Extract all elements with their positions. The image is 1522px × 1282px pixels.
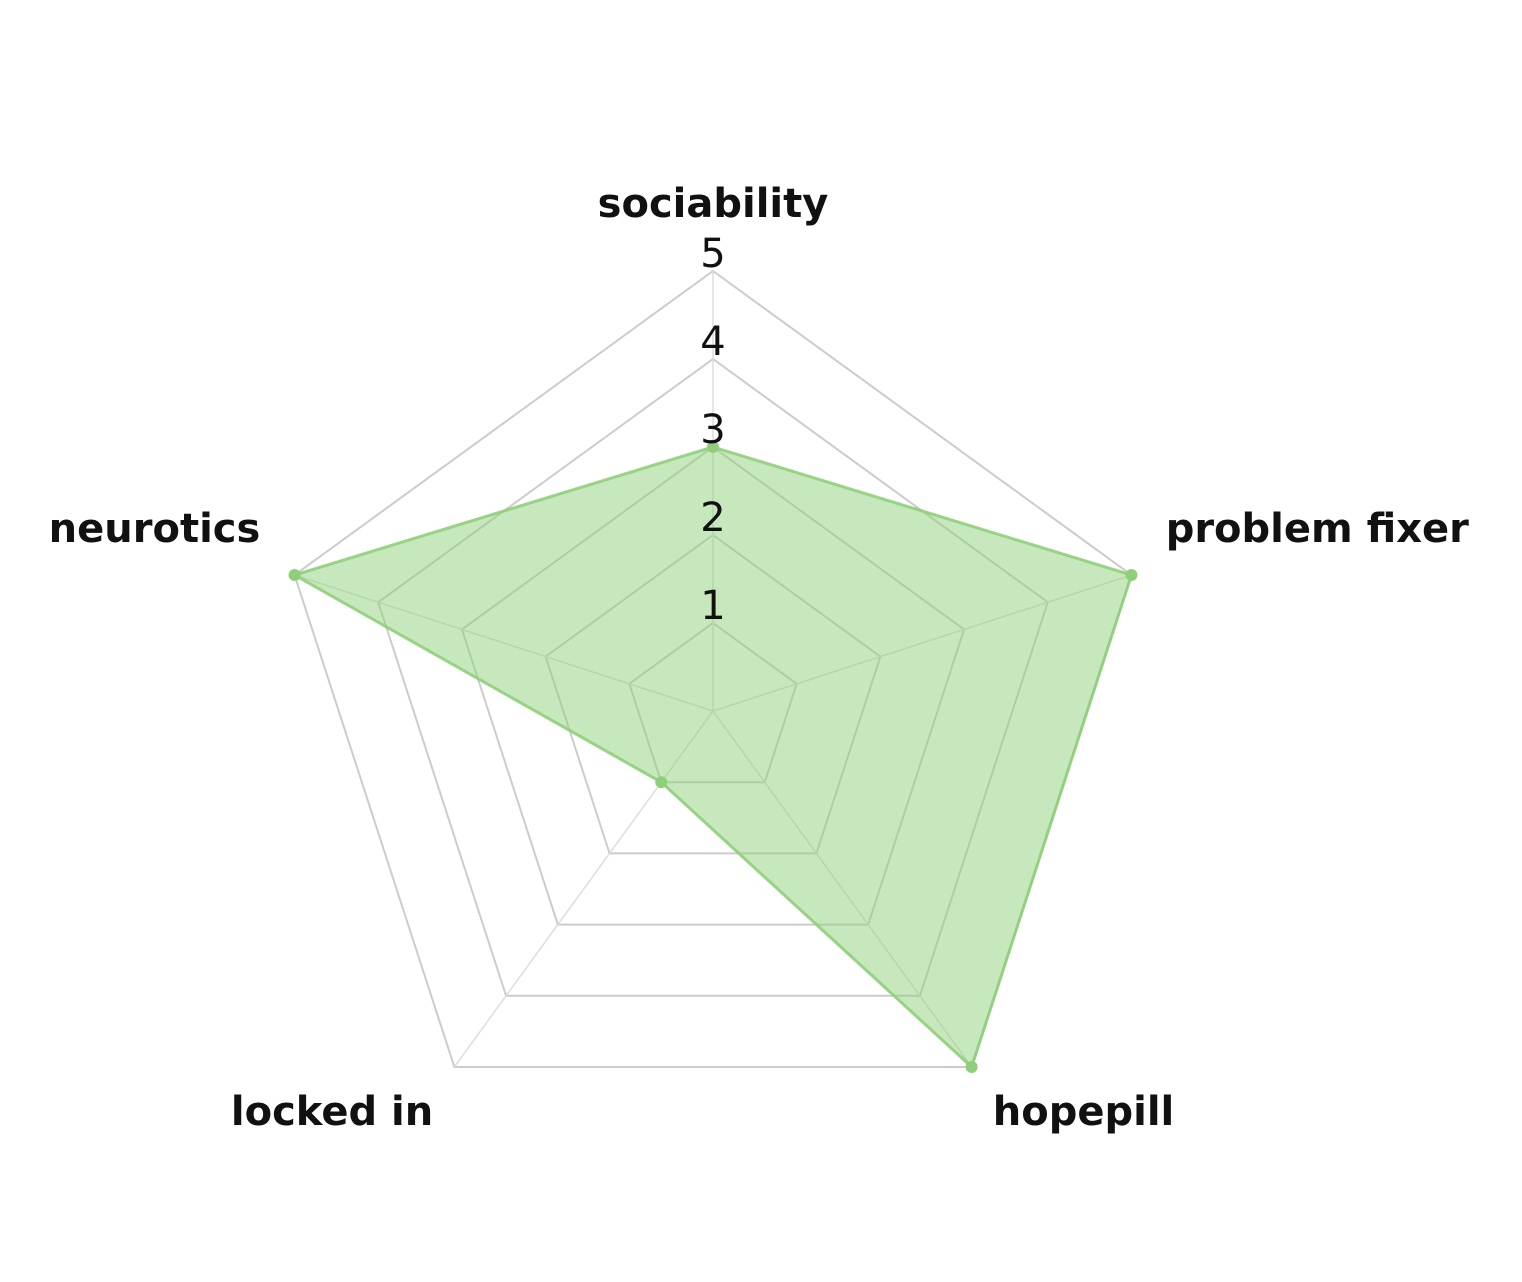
tick-label-4: 4 <box>700 319 725 365</box>
axis-labels: sociability problem fixer hopepill locked i… <box>49 181 1470 1135</box>
axis-label-problem-fixer: problem fixer <box>1166 506 1469 552</box>
tick-label-2: 2 <box>700 495 725 541</box>
tick-label-1: 1 <box>700 583 725 629</box>
axis-label-locked-in: locked in <box>231 1089 433 1135</box>
data-point-problem-fixer <box>1125 569 1138 582</box>
tick-label-5: 5 <box>700 231 725 277</box>
series-layer <box>288 441 1138 1073</box>
data-point-sociability <box>707 441 719 453</box>
data-point-neurotics <box>288 569 301 582</box>
tick-labels: 1 2 3 4 5 <box>700 231 725 629</box>
axis-label-neurotics: neurotics <box>49 506 261 552</box>
data-point-locked-in <box>655 776 668 789</box>
axis-label-sociability: sociability <box>598 181 829 227</box>
tick-label-3: 3 <box>700 407 725 453</box>
series-area-0 <box>290 445 1134 1070</box>
data-point-hopepill <box>965 1060 978 1073</box>
grid-ring-5 <box>293 269 1133 1068</box>
axis-label-hopepill: hopepill <box>993 1089 1174 1135</box>
